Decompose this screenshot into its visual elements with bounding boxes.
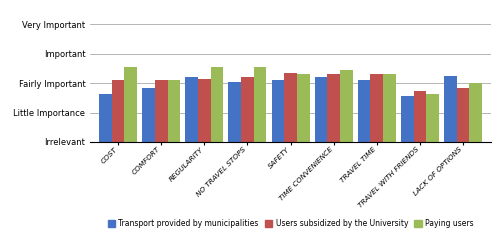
Bar bbox=[241, 77, 254, 142]
Bar bbox=[112, 80, 124, 142]
Bar bbox=[327, 74, 340, 142]
Bar bbox=[426, 93, 439, 142]
Bar bbox=[383, 74, 396, 142]
Bar bbox=[272, 80, 284, 142]
Bar bbox=[457, 88, 469, 142]
Bar bbox=[228, 82, 241, 142]
Bar bbox=[211, 67, 223, 142]
Bar bbox=[254, 67, 267, 142]
Bar bbox=[198, 79, 211, 142]
Bar bbox=[370, 74, 383, 142]
Bar bbox=[469, 83, 482, 142]
Bar bbox=[284, 73, 297, 142]
Bar bbox=[444, 76, 457, 142]
Bar bbox=[358, 80, 370, 142]
Bar bbox=[185, 77, 198, 142]
Legend: Transport provided by municipalities, Users subsidized by the University, Paying: Transport provided by municipalities, Us… bbox=[105, 216, 476, 229]
Bar bbox=[155, 80, 167, 142]
Bar bbox=[124, 67, 137, 142]
Bar bbox=[167, 80, 180, 142]
Bar bbox=[99, 93, 112, 142]
Bar bbox=[401, 96, 414, 142]
Bar bbox=[315, 77, 327, 142]
Bar bbox=[340, 70, 353, 142]
Bar bbox=[297, 74, 310, 142]
Bar bbox=[414, 91, 426, 142]
Bar bbox=[142, 88, 155, 142]
